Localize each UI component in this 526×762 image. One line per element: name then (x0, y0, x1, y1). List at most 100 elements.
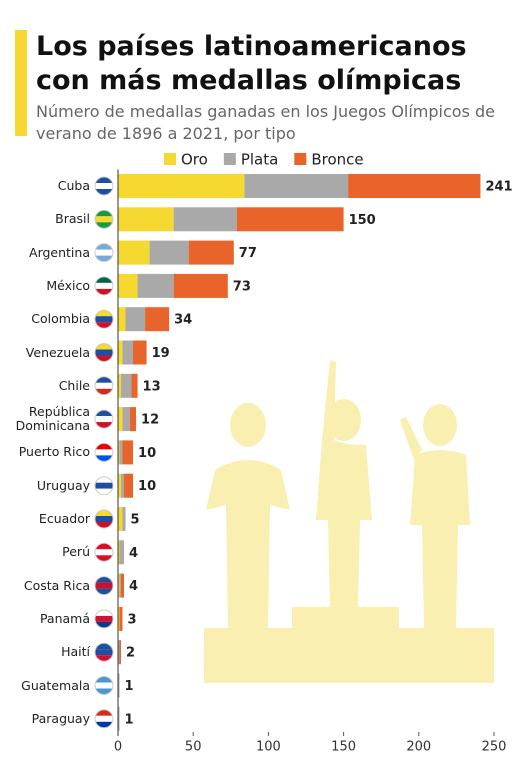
data-label: 73 (233, 279, 251, 294)
category-label: Haití (61, 644, 90, 660)
category-label: Uruguay (36, 477, 90, 493)
bar-segment (118, 573, 120, 598)
legend-swatch (294, 153, 307, 165)
flag-stripe (95, 449, 113, 456)
data-label: 3 (128, 612, 137, 627)
bar-segment (188, 240, 234, 265)
data-label: 4 (129, 579, 138, 594)
category-label: Venezuela (25, 344, 90, 360)
flag-icon (95, 510, 113, 528)
data-label: 77 (239, 246, 257, 261)
bar-segment (149, 240, 189, 265)
flag-icon (95, 476, 113, 495)
data-label: 19 (152, 346, 170, 361)
bar-segment (133, 340, 147, 365)
bar-segment (236, 207, 344, 232)
bar-segment (173, 273, 228, 298)
flag-stripe (95, 355, 113, 362)
flag-icon (95, 410, 113, 429)
flag-icon (95, 709, 113, 728)
category-label: Guatemala (21, 677, 90, 693)
flag-border (94, 176, 114, 196)
category-label: Costa Rica (23, 577, 90, 593)
flag-icon (95, 576, 113, 595)
bar-segment (119, 540, 125, 565)
flag-stripe (95, 488, 113, 495)
x-tick-label: 100 (256, 740, 281, 755)
flag-stripe (95, 216, 113, 223)
flag-stripe (95, 549, 113, 556)
legend-label: Plata (241, 151, 278, 169)
bar-segment (118, 706, 120, 731)
flag-border (94, 509, 114, 529)
flag-stripe (95, 189, 113, 195)
bar-segment (118, 273, 138, 298)
flag-stripe (95, 376, 113, 383)
flag-border (94, 542, 114, 562)
flag-stripe (95, 183, 113, 189)
bar-segment (121, 573, 125, 598)
flag-border (94, 476, 114, 496)
data-label: 2 (126, 646, 135, 661)
flag-icon (95, 609, 113, 628)
flag-stripe (95, 177, 113, 183)
bar-segment (118, 473, 122, 498)
bar-segment (118, 440, 120, 465)
flag-stripe (95, 243, 113, 250)
flag-stripe (95, 310, 113, 317)
flag-icon (95, 676, 113, 695)
bar-segment (118, 340, 123, 365)
flag-stripe (95, 322, 113, 329)
data-label: 34 (174, 313, 192, 328)
flag-stripe (95, 555, 113, 562)
bar-segment (125, 307, 146, 332)
flag-stripe (95, 476, 113, 483)
x-tick-label: 50 (185, 740, 202, 755)
bar-segment (122, 407, 131, 432)
flag-stripe (95, 682, 113, 689)
flag-border (94, 309, 114, 329)
flag-icon (95, 543, 113, 562)
x-tick-label: 200 (406, 740, 431, 755)
category-label: Brasil (55, 211, 90, 227)
flag-stripe (95, 222, 113, 229)
flag-stripe (95, 416, 113, 423)
data-label: 12 (141, 413, 159, 428)
bar-segment (244, 174, 349, 198)
data-label: 1 (125, 679, 134, 694)
flag-stripe (95, 649, 113, 656)
legend-swatch (164, 153, 176, 165)
flag-border (94, 676, 114, 695)
category-label: Argentina (29, 244, 90, 260)
bar-segment (118, 673, 120, 698)
flag-stripe (95, 516, 113, 522)
flag-border (94, 609, 114, 629)
bar-segment (145, 307, 170, 332)
flag-stripe (95, 655, 113, 662)
flag-icon (95, 643, 113, 662)
bar-segment (122, 340, 134, 365)
bar-segment (121, 373, 132, 398)
bar-segment (348, 174, 481, 198)
flag-stripe (95, 582, 113, 589)
bar-segment (124, 473, 134, 498)
legend-label: Oro (181, 151, 208, 169)
flag-border (94, 442, 114, 462)
accent-bar (15, 30, 27, 136)
bar-segment (130, 407, 137, 432)
data-label: 150 (349, 213, 376, 228)
flag-icon (95, 443, 113, 462)
flag-border (94, 276, 114, 296)
category-label: Cuba (57, 178, 90, 193)
bar-segment (118, 373, 122, 398)
flag-border (94, 709, 114, 729)
bar-segment (118, 540, 120, 565)
flag-border (94, 409, 114, 429)
bar-segment (118, 407, 123, 432)
bar-segment (119, 640, 122, 665)
legend-label: Bronce (311, 151, 363, 169)
category-label: Ecuador (38, 511, 90, 526)
category-label: México (46, 277, 90, 293)
flag-stripe (95, 588, 113, 595)
bar-segment (118, 174, 245, 198)
